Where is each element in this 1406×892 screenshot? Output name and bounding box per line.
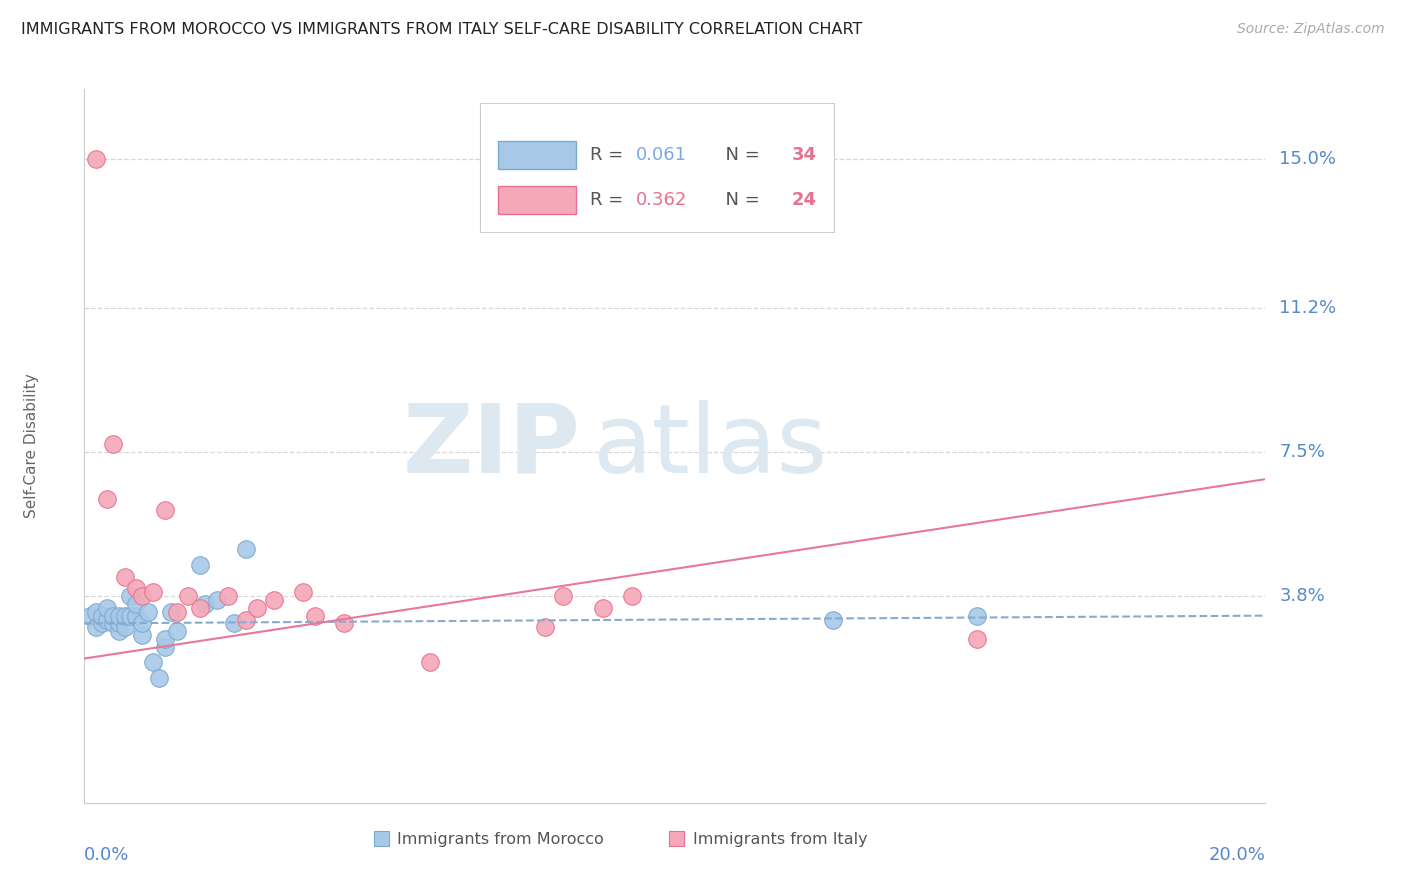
Text: ZIP: ZIP xyxy=(402,400,581,492)
Point xyxy=(96,600,118,615)
Text: Immigrants from Italy: Immigrants from Italy xyxy=(693,832,868,847)
Point xyxy=(332,616,354,631)
Point xyxy=(96,491,118,506)
Point xyxy=(292,585,315,599)
Point xyxy=(131,589,153,603)
Point xyxy=(101,616,124,631)
Point xyxy=(205,593,228,607)
Point xyxy=(823,613,845,627)
Point xyxy=(101,437,124,451)
Point xyxy=(159,605,181,619)
Point xyxy=(235,613,257,627)
Point xyxy=(114,569,136,583)
Point xyxy=(188,600,211,615)
Point xyxy=(153,640,176,654)
Point xyxy=(125,597,148,611)
Text: 11.2%: 11.2% xyxy=(1279,299,1337,317)
Point xyxy=(108,608,131,623)
Point xyxy=(120,589,142,603)
Point xyxy=(114,608,136,623)
Point xyxy=(217,589,239,603)
Point xyxy=(90,616,112,631)
Point xyxy=(84,620,107,634)
Point xyxy=(263,593,285,607)
Point xyxy=(966,608,988,623)
Point xyxy=(79,608,101,623)
Point xyxy=(966,632,988,646)
Text: 20.0%: 20.0% xyxy=(1209,846,1265,863)
Point xyxy=(166,624,188,639)
Point xyxy=(131,628,153,642)
Point xyxy=(142,585,165,599)
Text: 3.8%: 3.8% xyxy=(1279,587,1324,605)
Point xyxy=(90,608,112,623)
Point xyxy=(96,613,118,627)
Text: Self-Care Disability: Self-Care Disability xyxy=(24,374,39,518)
Point xyxy=(108,616,131,631)
Point xyxy=(125,608,148,623)
Point xyxy=(592,600,614,615)
Point xyxy=(419,656,441,670)
Point xyxy=(235,542,257,557)
Point xyxy=(101,608,124,623)
FancyBboxPatch shape xyxy=(669,831,683,846)
Point xyxy=(125,582,148,596)
Point xyxy=(194,597,217,611)
Point xyxy=(142,656,165,670)
Point xyxy=(153,632,176,646)
Point xyxy=(304,608,326,623)
Point xyxy=(131,616,153,631)
Text: atlas: atlas xyxy=(592,400,827,492)
Text: 7.5%: 7.5% xyxy=(1279,442,1326,461)
Point xyxy=(166,605,188,619)
Point xyxy=(534,620,557,634)
Text: 0.0%: 0.0% xyxy=(84,846,129,863)
Text: Immigrants from Morocco: Immigrants from Morocco xyxy=(398,832,605,847)
Point xyxy=(177,589,200,603)
Point xyxy=(153,503,176,517)
Point xyxy=(224,616,246,631)
Text: IMMIGRANTS FROM MOROCCO VS IMMIGRANTS FROM ITALY SELF-CARE DISABILITY CORRELATIO: IMMIGRANTS FROM MOROCCO VS IMMIGRANTS FR… xyxy=(21,22,862,37)
Text: Source: ZipAtlas.com: Source: ZipAtlas.com xyxy=(1237,22,1385,37)
Point xyxy=(188,558,211,572)
Point xyxy=(620,589,643,603)
Text: 15.0%: 15.0% xyxy=(1279,151,1336,169)
Point xyxy=(551,589,574,603)
Point xyxy=(148,671,170,685)
Point xyxy=(246,600,269,615)
Point xyxy=(136,605,159,619)
Point xyxy=(84,605,107,619)
Point xyxy=(108,624,131,639)
Point xyxy=(120,608,142,623)
Point xyxy=(84,153,107,167)
FancyBboxPatch shape xyxy=(374,831,388,846)
Point xyxy=(114,620,136,634)
